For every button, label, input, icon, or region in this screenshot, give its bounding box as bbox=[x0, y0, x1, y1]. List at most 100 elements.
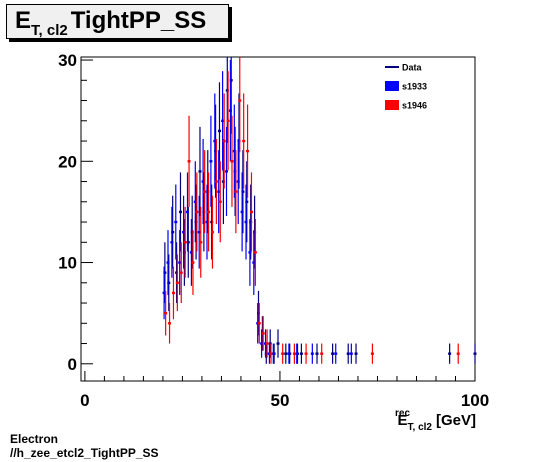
histogram-title-box: ET, cl2 TightPP_SS bbox=[6, 4, 229, 39]
data-point bbox=[229, 79, 233, 82]
data-point bbox=[295, 352, 299, 355]
data-point bbox=[249, 220, 253, 224]
data-point bbox=[242, 139, 246, 143]
data-point bbox=[214, 149, 218, 153]
data-point bbox=[189, 251, 193, 254]
data-point bbox=[175, 271, 179, 274]
data-point bbox=[334, 352, 338, 355]
data-point bbox=[186, 241, 190, 244]
plot-frame bbox=[80, 56, 476, 382]
x-axis-label: ET, cl2 [GeV] bbox=[398, 412, 477, 433]
histogram-title: ET, cl2 TightPP_SS bbox=[15, 7, 207, 39]
data-point bbox=[246, 149, 250, 153]
data-point bbox=[202, 210, 206, 214]
data-point bbox=[257, 322, 261, 325]
data-point bbox=[166, 261, 170, 264]
data-point bbox=[249, 210, 253, 214]
data-point bbox=[315, 352, 319, 355]
data-point bbox=[203, 190, 207, 193]
data-point bbox=[264, 352, 268, 355]
data-point bbox=[234, 190, 238, 193]
series-s1946 bbox=[164, 57, 460, 364]
data-point bbox=[267, 352, 271, 355]
data-point bbox=[253, 251, 257, 254]
data-point bbox=[276, 342, 280, 345]
data-point bbox=[218, 200, 222, 203]
data-point bbox=[269, 352, 273, 355]
legend-swatch bbox=[385, 100, 399, 110]
data-point bbox=[310, 352, 314, 355]
y-tick-label: 10 bbox=[58, 254, 77, 273]
data-point bbox=[182, 251, 186, 254]
data-point bbox=[171, 291, 175, 295]
data-point bbox=[190, 230, 194, 234]
y-tick-label: 30 bbox=[58, 51, 77, 70]
data-point bbox=[448, 352, 452, 355]
data-point bbox=[171, 230, 175, 234]
x-axis-label-superscript: rec bbox=[395, 408, 410, 419]
y-tick-label: 0 bbox=[68, 355, 77, 374]
data-point bbox=[198, 170, 202, 173]
data-point bbox=[225, 170, 229, 173]
title-rest: TightPP_SS bbox=[70, 7, 207, 34]
data-point bbox=[240, 210, 244, 214]
data-point bbox=[299, 352, 303, 355]
data-point bbox=[162, 291, 166, 295]
data-point bbox=[354, 352, 358, 355]
data-point bbox=[206, 190, 210, 193]
legend-label: s1946 bbox=[402, 101, 427, 111]
title-main: E bbox=[15, 7, 32, 34]
data-point bbox=[268, 342, 272, 345]
data-point bbox=[199, 241, 203, 244]
data-point bbox=[193, 200, 197, 203]
data-point bbox=[237, 139, 241, 143]
data-point bbox=[167, 281, 171, 284]
data-point bbox=[346, 352, 350, 355]
data-point bbox=[222, 139, 226, 143]
data-point bbox=[238, 99, 242, 102]
data-point bbox=[185, 210, 189, 214]
x-tick-label: 50 bbox=[270, 391, 289, 410]
legend-label: Data bbox=[402, 63, 423, 73]
data-point bbox=[245, 200, 249, 203]
series-Data bbox=[163, 57, 477, 364]
data-point bbox=[248, 251, 252, 254]
data-point bbox=[281, 352, 285, 355]
footer-path: //h_zee_etcl2_TightPP_SS bbox=[10, 446, 159, 460]
data-point bbox=[264, 342, 268, 345]
data-point bbox=[256, 311, 260, 315]
data-point bbox=[260, 342, 264, 345]
data-point bbox=[320, 352, 324, 355]
data-point bbox=[175, 281, 179, 284]
footer: Electron //h_zee_etcl2_TightPP_SS bbox=[10, 432, 159, 460]
data-point bbox=[370, 352, 374, 355]
data-point bbox=[205, 220, 209, 224]
data-point bbox=[197, 230, 201, 234]
data-point bbox=[209, 160, 213, 163]
data-point bbox=[174, 220, 178, 224]
data-point bbox=[163, 271, 167, 274]
data-point bbox=[187, 160, 191, 163]
data-point bbox=[217, 129, 221, 133]
data-point bbox=[213, 139, 217, 143]
data-point bbox=[178, 210, 182, 214]
data-point bbox=[179, 271, 183, 274]
data-point bbox=[456, 352, 460, 355]
data-point bbox=[256, 322, 260, 325]
data-point bbox=[210, 230, 214, 234]
data-point bbox=[304, 352, 308, 355]
data-point bbox=[226, 119, 230, 122]
data-point bbox=[183, 241, 187, 244]
data-point bbox=[201, 180, 205, 183]
data-point bbox=[214, 180, 218, 183]
data-point bbox=[217, 190, 221, 193]
legend-swatch bbox=[385, 81, 399, 91]
data-point bbox=[233, 170, 237, 173]
data-point bbox=[191, 261, 195, 264]
data-point bbox=[292, 352, 296, 355]
data-point bbox=[265, 342, 269, 345]
x-tick-label: 0 bbox=[80, 391, 89, 410]
series-s1933 bbox=[162, 60, 353, 364]
data-point bbox=[221, 180, 225, 183]
data-point bbox=[194, 220, 198, 224]
